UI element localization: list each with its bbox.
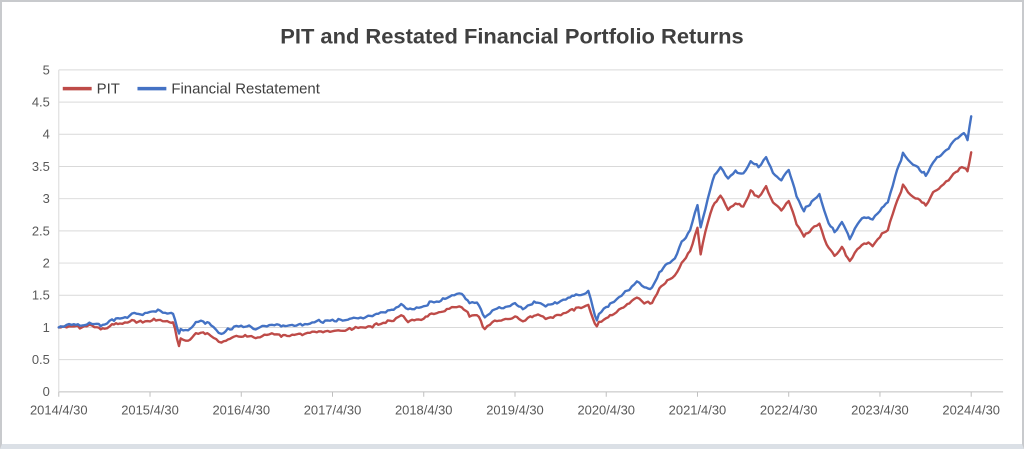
y-tick-label: 3.5 xyxy=(32,159,50,174)
series-line-financial-restatement xyxy=(57,115,973,336)
y-tick-label: 4 xyxy=(43,127,50,142)
y-axis-labels: 0 0.5 1 1.5 2 2.5 3 3.5 4 4.5 5 xyxy=(32,62,50,399)
y-tick-label: 0.5 xyxy=(32,352,50,367)
gridlines xyxy=(58,69,1004,393)
y-tick-label: 1 xyxy=(43,320,50,335)
y-tick-label: 3 xyxy=(43,191,50,206)
x-tick-label: 2016/4/30 xyxy=(212,403,270,418)
y-tick-label: 5 xyxy=(43,62,50,77)
y-tick-label: 2.5 xyxy=(32,223,50,238)
x-tick-label: 2014/4/30 xyxy=(30,403,88,418)
x-axis-labels: 2014/4/30 2015/4/30 2016/4/30 2017/4/30 2018… xyxy=(30,403,1000,418)
x-tick-label: 2023/4/30 xyxy=(851,403,909,418)
chart-title: PIT and Restated Financial Portfolio Ret… xyxy=(280,23,743,48)
x-tick-label: 2022/4/30 xyxy=(760,403,818,418)
axes xyxy=(58,69,972,397)
x-tick-label: 2018/4/30 xyxy=(395,403,453,418)
series-lines xyxy=(57,115,973,348)
y-tick-label: 2 xyxy=(43,256,50,271)
pit-legend-label: PIT xyxy=(97,82,120,98)
x-tick-label: 2017/4/30 xyxy=(304,403,362,418)
y-tick-label: 1.5 xyxy=(32,288,50,303)
financial-restatement-legend-label: Financial Restatement xyxy=(171,82,320,98)
y-tick-label: 4.5 xyxy=(32,95,50,110)
legend: PIT Financial Restatement xyxy=(62,82,321,98)
x-tick-label: 2019/4/30 xyxy=(486,403,544,418)
x-tick-label: 2024/4/30 xyxy=(942,403,1000,418)
x-tick-label: 2015/4/30 xyxy=(121,403,179,418)
x-tick-label: 2021/4/30 xyxy=(669,403,727,418)
y-tick-label: 0 xyxy=(43,384,50,399)
x-tick-label: 2020/4/30 xyxy=(577,403,635,418)
series-line-pit xyxy=(57,151,973,348)
